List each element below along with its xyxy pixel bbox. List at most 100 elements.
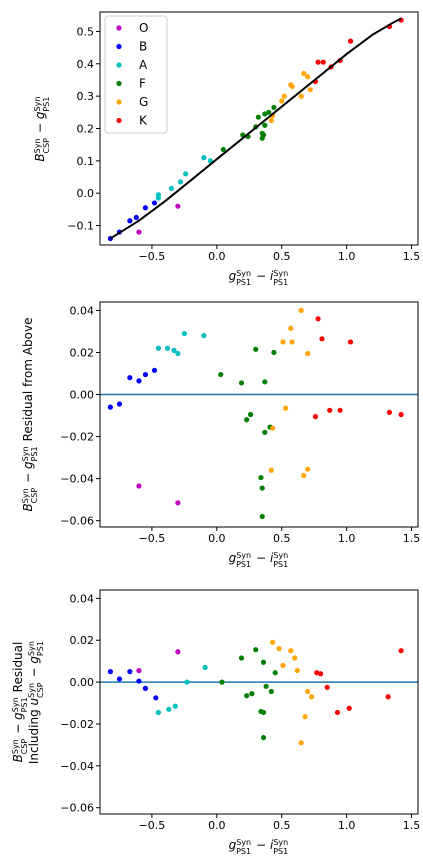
data-point-G (289, 339, 295, 345)
data-point-A (155, 345, 162, 351)
data-point-K (337, 407, 343, 413)
data-point-B (153, 695, 159, 701)
y-tick-label: 0.00 (70, 676, 95, 689)
legend-entry-label: G (139, 95, 148, 109)
data-point-G (270, 425, 276, 431)
data-point-G (288, 648, 294, 654)
y-axis-label-line2: Including uSynCSP − gSynPS1 (27, 640, 45, 764)
data-point-F (220, 146, 226, 153)
data-point-A (168, 185, 174, 191)
x-tick-label: 1.0 (338, 819, 356, 832)
y-tick-label: −0.06 (60, 802, 94, 815)
panel-top-color-relation: −0.5 0.0 0.5 1.0 1.5 −0.1 0.0 0.1 0.2 0.3 0.4 0.5 gS… (33, 11, 420, 287)
data-point-G (305, 688, 311, 695)
data-point-F (249, 691, 255, 697)
x-tick-label: 0.0 (208, 532, 226, 545)
data-point-G (289, 83, 295, 90)
data-point-G (305, 74, 311, 80)
data-point-F (238, 655, 245, 661)
x-tick-label: 1.5 (403, 819, 421, 832)
data-point-K (320, 59, 326, 65)
y-tick-label: 0.04 (70, 304, 95, 317)
data-point-K (319, 336, 325, 342)
data-point-G (268, 117, 274, 124)
data-point-B (151, 200, 158, 206)
data-point-A (183, 171, 189, 177)
data-point-B (107, 669, 113, 675)
x-tick-label: 0.0 (208, 819, 226, 832)
data-point-F (268, 688, 274, 695)
data-point-B (136, 678, 142, 684)
legend-marker-K (116, 117, 122, 124)
panel-bottom-residual-with-u: −0.5 0.0 0.5 1.0 1.5 −0.06 −0.04 −0.02 0.00 0.02 0… (11, 589, 421, 856)
data-point-K (314, 670, 320, 676)
data-point-A (177, 179, 184, 185)
data-point-F (258, 474, 264, 481)
y-axis-label: BSynCSP − gSynPS1 Residual from Above (21, 318, 39, 512)
data-point-B (142, 205, 149, 211)
data-point-K (327, 407, 333, 413)
y-tick-label: 0.4 (77, 58, 95, 71)
data-point-A (155, 192, 162, 198)
data-point-B (116, 676, 123, 682)
data-point-G (292, 655, 298, 661)
legend-marker-B (116, 43, 122, 50)
data-point-K (385, 694, 391, 700)
data-point-F (253, 346, 259, 352)
y-tick-label: −0.04 (60, 760, 94, 773)
data-point-B (133, 214, 139, 221)
x-tick-label: 0.0 (208, 250, 226, 263)
data-point-F (260, 132, 267, 138)
data-point-K (346, 705, 352, 711)
data-point-B (107, 404, 113, 410)
x-tick-label: 0.5 (273, 532, 291, 545)
data-point-A (181, 330, 187, 337)
data-point-K (347, 38, 354, 44)
data-point-A (175, 350, 181, 357)
legend-entry-label: B (139, 40, 147, 54)
data-point-G (298, 740, 304, 746)
data-point-G (281, 93, 287, 99)
data-point-F (218, 371, 224, 378)
data-point-F (244, 417, 250, 423)
x-tick-label: 0.5 (273, 250, 291, 263)
y-tick-label: −0.1 (67, 220, 94, 233)
data-point-F (219, 679, 225, 685)
data-point-G (280, 662, 286, 668)
data-point-O (175, 203, 181, 209)
data-point-K (324, 684, 330, 690)
data-point-F (260, 709, 267, 716)
y-tick-label: 0.0 (77, 187, 95, 200)
y-tick-label: 0.02 (70, 634, 95, 647)
data-point-O (175, 649, 181, 655)
data-point-F (247, 411, 254, 418)
data-point-A (155, 709, 162, 716)
x-tick-label: −0.5 (139, 532, 166, 545)
data-point-A (166, 706, 172, 712)
data-point-F (244, 693, 250, 699)
data-point-A (202, 664, 208, 671)
data-point-F (253, 647, 259, 653)
data-point-A (164, 345, 171, 351)
data-point-G (280, 339, 286, 345)
legend-marker-G (116, 99, 122, 105)
y-tick-label: 0.3 (77, 90, 95, 103)
y-tick-label: −0.04 (60, 473, 94, 486)
legend-entry-label: O (139, 21, 148, 35)
data-point-A (171, 347, 177, 353)
data-point-F (266, 109, 272, 115)
data-point-G (305, 466, 311, 472)
data-point-K (398, 648, 404, 654)
data-point-K (347, 339, 354, 345)
legend-entry-label: A (139, 58, 148, 72)
data-point-G (279, 98, 285, 104)
x-tick-label: 1.5 (403, 532, 421, 545)
x-tick-label: −0.5 (139, 819, 166, 832)
panel-middle-residual: −0.5 0.0 0.5 1.0 1.5 −0.06 −0.04 −0.02 0.00 0.02 0… (21, 301, 421, 569)
data-point-G (305, 350, 311, 357)
data-point-B (136, 378, 142, 384)
x-axis-label: gSyn PS1 − iSyn PS1 (229, 551, 290, 569)
x-tick-label: 1.0 (338, 532, 356, 545)
data-point-O (136, 229, 142, 235)
data-point-K (312, 414, 319, 420)
